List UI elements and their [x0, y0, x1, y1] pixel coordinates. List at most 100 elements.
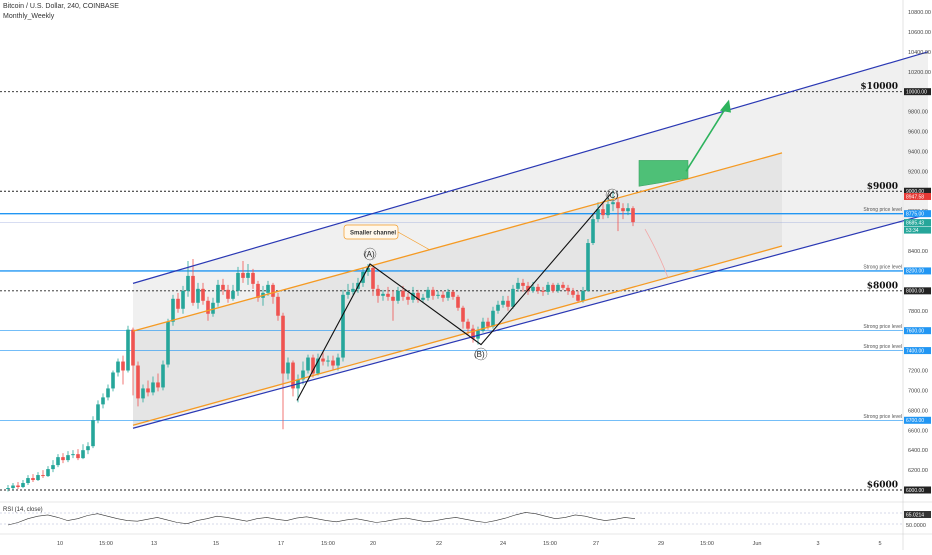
price-tag-text: 8200.00 [906, 269, 924, 275]
price-tag-text: 10000.00 [906, 89, 927, 95]
level-label: $10000 [860, 82, 898, 92]
price-tag-text: 6700.00 [906, 418, 924, 424]
candle-body [306, 357, 310, 371]
time-tick: 15:00 [321, 541, 335, 547]
blue-channel-top[interactable] [132, 51, 929, 284]
candle-body [471, 328, 475, 339]
price-tick: 7200.00 [908, 369, 928, 375]
candle-body [266, 284, 270, 293]
time-tick: 24 [500, 541, 506, 547]
strong-level-label: Strong price level [863, 324, 902, 330]
wave-b-label: (B) [474, 350, 485, 359]
candle-body [621, 208, 625, 212]
price-tag-box [904, 210, 931, 218]
candle-body [321, 358, 325, 362]
candle-body [541, 290, 545, 292]
smaller-channel-callout[interactable]: Smaller channel [343, 224, 431, 251]
candle-body [336, 357, 340, 366]
orange-channel-bottom[interactable] [132, 245, 783, 426]
candle-body [301, 370, 305, 380]
price-tag-text: 9000.00 [906, 189, 924, 195]
candle-body [486, 321, 490, 327]
candle-body [111, 372, 115, 389]
wave-c-label: (C) [607, 191, 618, 200]
candle-body [426, 289, 430, 298]
price-tick: 6200.00 [908, 468, 928, 474]
abc-wave-path[interactable] [296, 191, 613, 401]
time-tick: 27 [593, 541, 599, 547]
level-label: $6000 [867, 481, 898, 491]
candle-body [396, 290, 400, 301]
time-tick: 20 [370, 541, 376, 547]
candle-body [571, 290, 575, 295]
projection-curve [644, 228, 669, 279]
price-tick: 7000.00 [908, 388, 928, 394]
candle-body [226, 289, 230, 299]
price-tick: 9200.00 [908, 169, 928, 175]
time-axis[interactable]: 10 15:00 13 15 17 15:00 20 22 24 15:00 27 29 15:00 Ju… [57, 541, 882, 547]
candle-body [406, 296, 410, 300]
time-tick: 15:00 [543, 541, 557, 547]
price-tick: 10800.00 [908, 10, 931, 16]
price-tick: 10400.00 [908, 50, 931, 56]
time-tick: 15 [213, 541, 219, 547]
price-tag-box [904, 267, 931, 275]
candle-body [46, 469, 50, 477]
candle-body [421, 297, 425, 300]
rsi-panel[interactable]: RSI (14, close) 65.0214 50.0000 [0, 507, 931, 529]
smaller-channel-label: Smaller channel [350, 231, 396, 237]
time-tick: 15:00 [99, 541, 113, 547]
time-tick: 17 [278, 541, 284, 547]
time-tick: 15:00 [700, 541, 714, 547]
candle-body [86, 446, 90, 451]
candle-body [276, 296, 280, 316]
price-tick: 10600.00 [908, 30, 931, 36]
candle-body [21, 483, 25, 488]
candle-body [611, 202, 615, 205]
candle-body [216, 284, 220, 303]
candle-body [31, 478, 35, 481]
candle-body [631, 208, 635, 223]
candle-body [91, 420, 95, 447]
candle-body [461, 307, 465, 322]
candle-body [241, 272, 245, 278]
candle-body [391, 296, 395, 301]
green-target-box[interactable] [638, 160, 689, 187]
candle-body [151, 382, 155, 393]
candle-body [581, 290, 585, 301]
price-tick: 6800.00 [908, 408, 928, 414]
candle-body [561, 284, 565, 288]
price-tick: 8400.00 [908, 249, 928, 255]
blue-channel-bottom[interactable] [132, 213, 929, 429]
candle-body [286, 362, 290, 374]
candle-body [176, 298, 180, 309]
rsi-line [7, 512, 636, 526]
candle-body [291, 362, 295, 389]
price-tick: 9400.00 [908, 149, 928, 155]
candle-body [281, 315, 285, 374]
candle-body [401, 290, 405, 297]
inner-channel-zone [133, 152, 782, 426]
time-tick: 10 [57, 541, 63, 547]
time-tick: 13 [151, 541, 157, 547]
price-tag-box [904, 287, 931, 295]
orange-channel-top[interactable] [132, 152, 783, 332]
candle-body [491, 310, 495, 327]
price-tag-text: 8000.00 [906, 289, 924, 295]
time-tick: 5 [878, 541, 881, 547]
candle-body [26, 478, 30, 484]
candle-body [141, 388, 145, 399]
candle-body [36, 475, 40, 481]
green-arrow[interactable] [685, 107, 727, 172]
candle-body [131, 329, 135, 366]
candle-body [56, 457, 60, 466]
price-tag-box [904, 226, 931, 234]
price-tag-text: 7600.00 [906, 328, 924, 334]
candles [6, 191, 635, 492]
candle-body [11, 485, 15, 489]
candle-body [96, 404, 100, 421]
chart-subtitle: Monthly_Weekly [3, 13, 55, 20]
horizontal-levels: $10000 $9000 $8000 $6000 Strong price level S… [0, 82, 903, 491]
